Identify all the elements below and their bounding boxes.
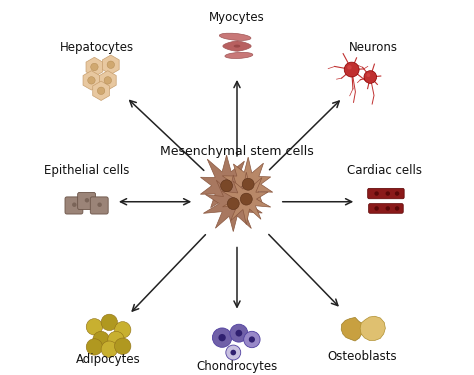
Text: Epithelial cells: Epithelial cells	[44, 164, 129, 177]
Circle shape	[101, 341, 118, 357]
Polygon shape	[86, 57, 103, 76]
Text: Hepatocytes: Hepatocytes	[60, 41, 135, 54]
Circle shape	[236, 330, 242, 336]
FancyBboxPatch shape	[65, 197, 83, 214]
Text: Adipocytes: Adipocytes	[76, 354, 141, 366]
Polygon shape	[341, 317, 364, 341]
Circle shape	[115, 322, 131, 338]
FancyBboxPatch shape	[369, 204, 403, 213]
Circle shape	[107, 61, 115, 69]
Circle shape	[97, 87, 105, 94]
Ellipse shape	[219, 33, 251, 40]
Polygon shape	[100, 71, 116, 90]
Circle shape	[347, 65, 352, 70]
Circle shape	[212, 328, 232, 347]
Circle shape	[219, 334, 226, 341]
Text: Myocytes: Myocytes	[209, 11, 265, 24]
Circle shape	[366, 73, 370, 77]
Circle shape	[228, 198, 239, 210]
Circle shape	[72, 202, 76, 207]
Polygon shape	[83, 71, 100, 90]
Text: Mesenchymal stem cells: Mesenchymal stem cells	[160, 145, 314, 158]
Text: Cardiac cells: Cardiac cells	[346, 164, 421, 177]
Circle shape	[395, 191, 399, 196]
Circle shape	[240, 193, 252, 205]
Text: Chondrocytes: Chondrocytes	[196, 360, 278, 373]
Circle shape	[220, 180, 233, 192]
Polygon shape	[223, 41, 251, 51]
Circle shape	[374, 206, 379, 211]
Text: Osteoblasts: Osteoblasts	[327, 350, 397, 363]
Circle shape	[364, 71, 377, 83]
Circle shape	[115, 338, 131, 354]
Polygon shape	[360, 316, 385, 340]
Circle shape	[344, 62, 359, 77]
Circle shape	[242, 178, 254, 190]
Circle shape	[86, 339, 102, 355]
Circle shape	[226, 345, 241, 360]
Polygon shape	[203, 175, 262, 232]
Circle shape	[91, 63, 98, 71]
Polygon shape	[222, 157, 273, 211]
Circle shape	[249, 336, 255, 343]
Text: Neurons: Neurons	[348, 41, 397, 54]
Circle shape	[374, 191, 379, 196]
Circle shape	[385, 191, 390, 196]
FancyBboxPatch shape	[91, 197, 108, 214]
Circle shape	[108, 331, 124, 348]
Circle shape	[244, 331, 260, 348]
Circle shape	[104, 76, 111, 84]
Circle shape	[86, 319, 102, 335]
Ellipse shape	[225, 53, 253, 58]
FancyBboxPatch shape	[368, 188, 404, 199]
FancyBboxPatch shape	[78, 192, 96, 210]
Circle shape	[97, 202, 102, 207]
Ellipse shape	[234, 45, 240, 48]
Circle shape	[101, 314, 118, 330]
Polygon shape	[222, 172, 271, 225]
Polygon shape	[93, 81, 109, 100]
Circle shape	[85, 198, 89, 202]
Circle shape	[230, 324, 248, 342]
Circle shape	[385, 206, 390, 211]
Circle shape	[88, 76, 95, 84]
Polygon shape	[201, 155, 257, 218]
Polygon shape	[102, 55, 119, 74]
Circle shape	[93, 331, 109, 348]
Circle shape	[395, 206, 399, 211]
Circle shape	[230, 350, 236, 355]
